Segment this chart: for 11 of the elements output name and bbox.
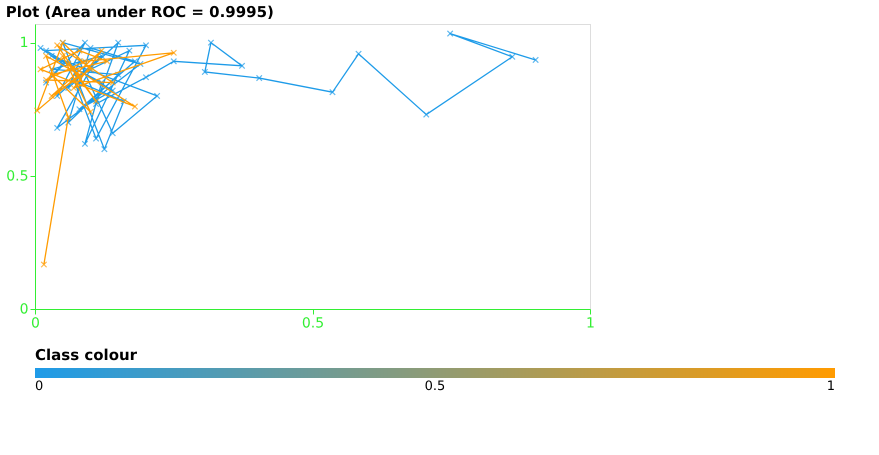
chart-title: Plot (Area under ROC = 0.9995) — [6, 3, 274, 21]
color-bar-label: 0 — [35, 379, 44, 394]
x-tick-label: 0 — [31, 316, 40, 332]
color-bar-label: 0.5 — [424, 379, 446, 394]
color-bar-label: 1 — [826, 379, 835, 394]
x-tick-label: 0.5 — [302, 316, 324, 332]
color-bar-title: Class colour — [35, 346, 138, 364]
y-tick-label: 0 — [20, 302, 28, 318]
y-tick-label: 1 — [20, 35, 28, 52]
y-tick-label: 0.5 — [6, 168, 28, 184]
x-tick-label: 1 — [586, 316, 595, 332]
